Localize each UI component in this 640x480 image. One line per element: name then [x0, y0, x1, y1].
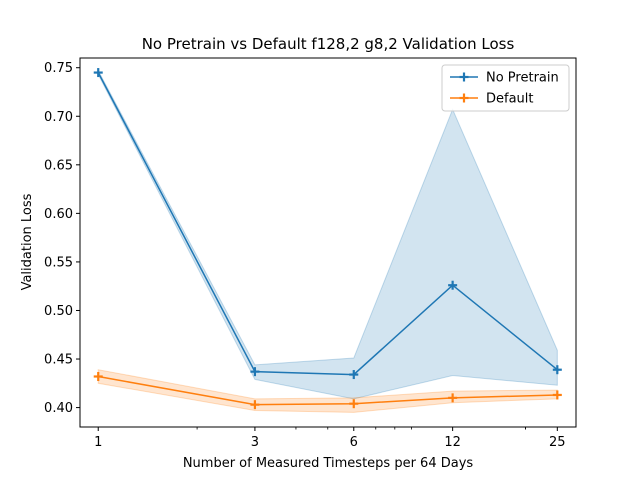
point-no-pretrain-6 — [349, 370, 359, 380]
y-tick-label: 0.65 — [44, 158, 73, 173]
point-default-3 — [250, 400, 260, 410]
x-tick-label: 6 — [350, 435, 358, 450]
x-axis: 1 3 6 12 25 — [94, 427, 566, 450]
point-no-pretrain-12 — [448, 280, 458, 290]
point-default-6 — [349, 399, 359, 409]
legend: No Pretrain Default — [441, 64, 570, 112]
y-tick-label: 0.75 — [44, 61, 73, 76]
x-tick-label: 1 — [94, 435, 102, 450]
point-no-pretrain-1 — [93, 68, 103, 78]
x-tick-label: 3 — [251, 435, 259, 450]
confidence-bands — [97, 70, 558, 413]
x-tick-label: 25 — [549, 435, 566, 450]
y-tick-label: 0.45 — [44, 353, 73, 368]
y-axis-title: Validation Loss — [20, 193, 35, 290]
y-tick-label: 0.60 — [44, 207, 73, 222]
legend-label: No Pretrain — [486, 71, 559, 86]
y-tick-label: 0.50 — [44, 304, 73, 319]
chart-title: No Pretrain vs Default f128,2 g8,2 Valid… — [142, 35, 515, 53]
series-markers — [93, 68, 562, 410]
legend-item-no-pretrain: No Pretrain — [450, 71, 559, 86]
legend-item-default: Default — [450, 92, 534, 107]
point-no-pretrain-25 — [552, 365, 562, 375]
point-default-12 — [448, 393, 458, 403]
point-default-25 — [552, 390, 562, 400]
legend-marker — [459, 93, 469, 103]
point-no-pretrain-3 — [250, 367, 260, 377]
point-default-1 — [93, 372, 103, 382]
legend-marker — [459, 72, 469, 82]
band-no-pretrain — [97, 70, 558, 400]
y-tick-label: 0.40 — [44, 401, 73, 416]
legend-label: Default — [486, 92, 534, 107]
x-tick-label: 12 — [444, 435, 461, 450]
y-tick-label: 0.70 — [44, 110, 73, 125]
y-tick-label: 0.55 — [44, 255, 73, 270]
y-axis: 0.40 0.45 0.50 0.55 0.60 0.65 0.70 0.75 — [44, 61, 80, 416]
x-axis-title: Number of Measured Timesteps per 64 Days — [183, 456, 474, 471]
